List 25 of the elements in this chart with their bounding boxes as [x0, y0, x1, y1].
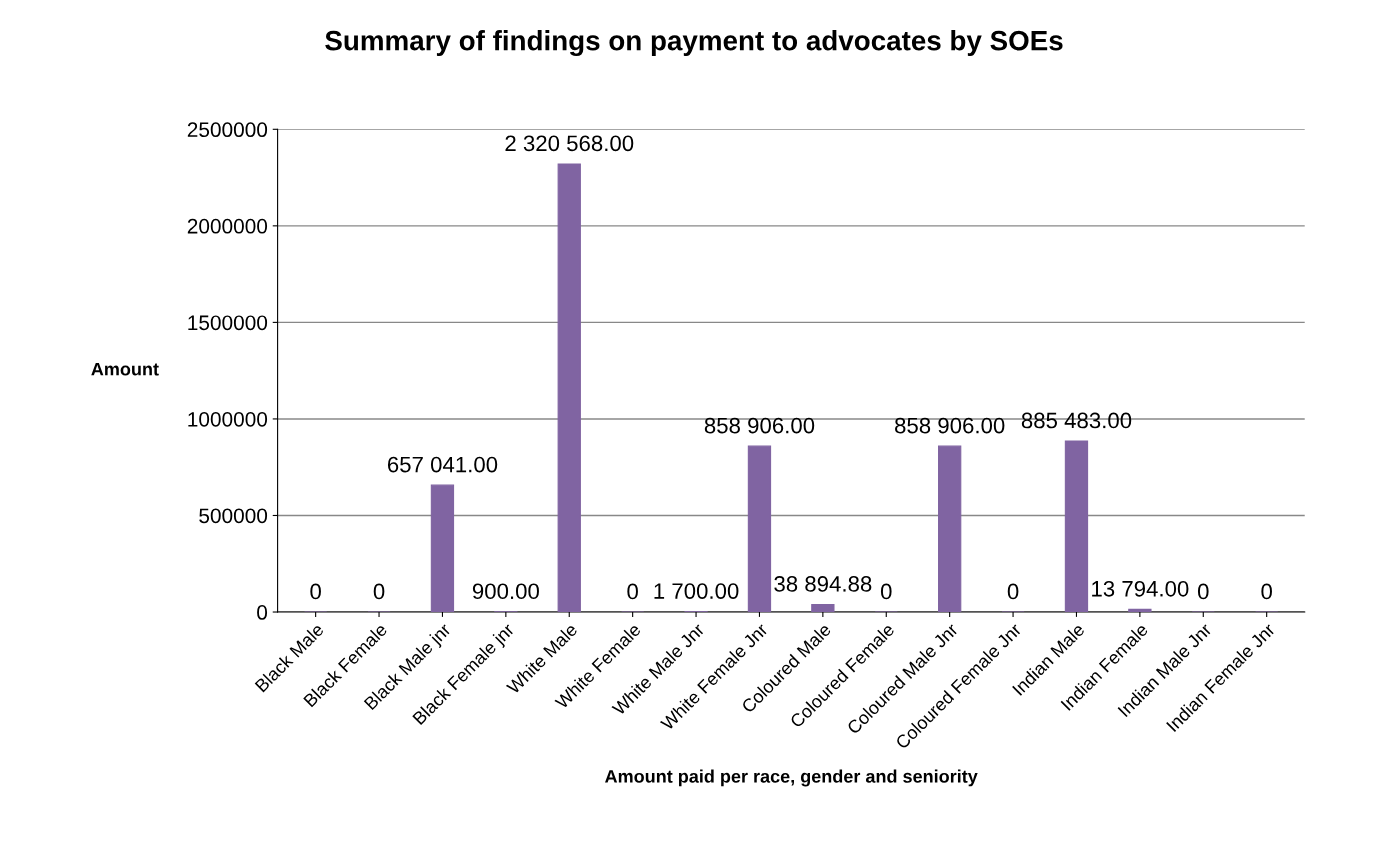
- data-label: 885 483.00: [1021, 412, 1132, 429]
- data-label: 0: [1007, 583, 1019, 600]
- data-label: 2 320 568.00: [505, 135, 634, 152]
- data-label: 858 906.00: [704, 417, 815, 434]
- data-label: 0: [627, 583, 638, 600]
- data-label: 0: [310, 583, 321, 600]
- data-label: 657 041.00: [387, 456, 498, 473]
- data-label: 38 894.88: [774, 576, 872, 592]
- data-label: 0: [373, 583, 385, 600]
- data-label: 900.00: [472, 583, 539, 600]
- x-axis-title: Amount paid per race, gender and seniority: [605, 769, 978, 787]
- y-tick-label: 2000000: [187, 218, 268, 234]
- y-tick-label: 1000000: [188, 411, 268, 427]
- y-axis-title: Amount: [91, 362, 159, 376]
- data-label: 858 906.00: [895, 417, 1005, 434]
- data-label: 13 794.00: [1092, 580, 1189, 597]
- chart-title: Summary of findings on payment to advocates by SOEs: [325, 30, 1063, 57]
- y-tick-label: 1500000: [188, 315, 268, 331]
- data-label: 1 700.00: [654, 583, 739, 599]
- y-tick-label: 500000: [199, 508, 268, 524]
- data-label: 0: [1197, 583, 1209, 600]
- y-tick-label: 0: [257, 605, 268, 620]
- data-label: 0: [1261, 583, 1272, 600]
- y-tick-label: 2500000: [187, 122, 268, 138]
- data-label: 0: [880, 583, 892, 600]
